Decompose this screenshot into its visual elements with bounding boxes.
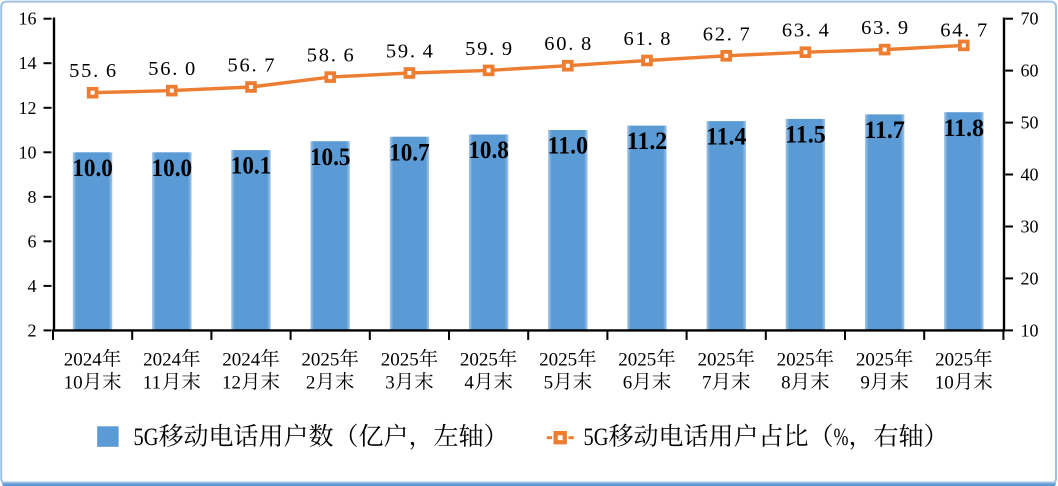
svg-text:2024: 2024: [64, 349, 103, 370]
svg-text:2025: 2025: [618, 349, 656, 370]
svg-text:4: 4: [464, 372, 474, 393]
svg-text:6: 6: [28, 231, 37, 251]
svg-text:9: 9: [860, 372, 870, 393]
svg-text:10.5: 10.5: [310, 144, 351, 171]
svg-text:63. 9: 63. 9: [861, 17, 908, 39]
svg-text:12: 12: [222, 372, 241, 393]
svg-text:10.0: 10.0: [72, 155, 113, 182]
svg-text:8: 8: [28, 187, 37, 207]
svg-text:10.0: 10.0: [152, 155, 193, 182]
svg-text:60. 8: 60. 8: [544, 33, 591, 55]
svg-text:62. 7: 62. 7: [703, 23, 750, 45]
svg-text:2: 2: [28, 320, 37, 340]
svg-text:56. 7: 56. 7: [228, 55, 275, 77]
svg-text:61. 8: 61. 8: [624, 28, 671, 50]
svg-text:2: 2: [306, 372, 316, 393]
svg-text:11.7: 11.7: [864, 117, 905, 144]
svg-text:11.0: 11.0: [548, 133, 589, 160]
svg-text:60: 60: [1021, 61, 1039, 81]
svg-text:16: 16: [19, 9, 37, 29]
svg-text:2024: 2024: [222, 349, 261, 370]
svg-text:70: 70: [1021, 9, 1039, 29]
svg-text:11.8: 11.8: [944, 115, 985, 142]
svg-text:10: 10: [64, 372, 83, 393]
svg-text:2025: 2025: [381, 349, 419, 370]
svg-text:6: 6: [623, 372, 633, 393]
svg-text:2025: 2025: [777, 349, 815, 370]
svg-text:3: 3: [385, 372, 395, 393]
svg-text:5G: 5G: [584, 424, 609, 451]
svg-text:%: %: [834, 424, 849, 451]
svg-text:14: 14: [19, 53, 37, 73]
svg-text:58. 6: 58. 6: [307, 45, 354, 67]
svg-text:2025: 2025: [935, 349, 973, 370]
svg-text:63. 4: 63. 4: [782, 20, 829, 42]
svg-text:10.1: 10.1: [231, 153, 272, 180]
svg-text:7: 7: [702, 372, 712, 393]
svg-text:59. 9: 59. 9: [465, 38, 512, 60]
svg-text:20: 20: [1021, 268, 1039, 288]
svg-text:10.8: 10.8: [468, 137, 509, 164]
svg-text:30: 30: [1021, 217, 1039, 237]
svg-text:11.5: 11.5: [785, 122, 826, 149]
svg-text:64. 7: 64. 7: [940, 20, 987, 42]
svg-text:55. 6: 55. 6: [69, 60, 116, 82]
svg-text:40: 40: [1021, 165, 1039, 185]
svg-text:2024: 2024: [143, 349, 182, 370]
svg-text:2025: 2025: [460, 349, 498, 370]
svg-text:2025: 2025: [856, 349, 894, 370]
svg-text:59. 4: 59. 4: [386, 41, 433, 63]
svg-text:10: 10: [935, 372, 954, 393]
svg-text:11.4: 11.4: [706, 124, 747, 151]
svg-text:2025: 2025: [539, 349, 577, 370]
svg-text:12: 12: [19, 98, 37, 118]
svg-text:4: 4: [28, 276, 37, 296]
svg-text:56. 0: 56. 0: [148, 58, 195, 80]
svg-text:50: 50: [1021, 113, 1039, 133]
svg-text:5G: 5G: [134, 424, 159, 451]
svg-text:8: 8: [781, 372, 791, 393]
svg-text:10: 10: [1021, 320, 1039, 340]
svg-text:10.7: 10.7: [389, 139, 430, 166]
svg-text:11: 11: [143, 372, 161, 393]
svg-text:11.2: 11.2: [627, 128, 668, 155]
svg-text:2025: 2025: [301, 349, 339, 370]
svg-text:5: 5: [544, 372, 554, 393]
svg-text:2025: 2025: [698, 349, 736, 370]
svg-text:10: 10: [19, 142, 37, 162]
